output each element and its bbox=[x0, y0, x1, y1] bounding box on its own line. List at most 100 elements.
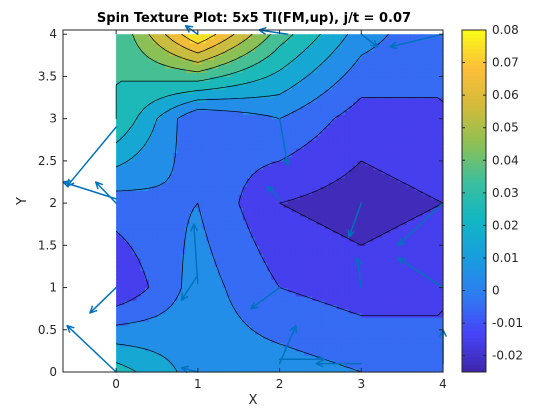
heatmap-cell bbox=[361, 363, 366, 369]
heatmap-cell bbox=[279, 334, 285, 339]
heatmap-cell bbox=[148, 76, 154, 82]
heatmap-cell bbox=[218, 135, 223, 141]
heatmap-cell bbox=[324, 42, 330, 48]
heatmap-cell bbox=[344, 160, 350, 166]
heatmap-cell bbox=[181, 329, 187, 335]
heatmap-cell bbox=[226, 198, 232, 204]
heatmap-cell bbox=[136, 304, 142, 310]
heatmap-cell bbox=[181, 114, 187, 120]
heatmap-cell bbox=[132, 76, 138, 82]
heatmap-cell bbox=[344, 346, 350, 352]
heatmap-cell bbox=[324, 245, 330, 251]
heatmap-cell bbox=[189, 46, 195, 52]
heatmap-cell bbox=[124, 38, 129, 44]
heatmap-cell bbox=[275, 106, 281, 111]
heatmap-cell bbox=[206, 114, 211, 120]
heatmap-cell bbox=[206, 253, 211, 259]
heatmap-cell bbox=[349, 59, 354, 65]
heatmap-cell bbox=[152, 152, 158, 158]
heatmap-cell bbox=[336, 236, 342, 242]
heatmap-cell bbox=[230, 169, 236, 175]
heatmap-cell bbox=[185, 355, 191, 360]
heatmap-cell bbox=[140, 308, 146, 314]
heatmap-cell bbox=[255, 63, 260, 69]
heatmap-cell bbox=[173, 76, 179, 82]
heatmap-cell bbox=[197, 84, 203, 90]
heatmap-cell bbox=[193, 355, 199, 360]
heatmap-cell bbox=[218, 177, 223, 183]
heatmap-cell bbox=[271, 334, 277, 339]
heatmap-cell bbox=[369, 367, 375, 373]
heatmap-cell bbox=[238, 118, 244, 124]
heatmap-cell bbox=[132, 165, 138, 170]
heatmap-cell bbox=[361, 245, 366, 251]
heatmap-cell bbox=[255, 80, 260, 86]
heatmap-cell bbox=[140, 97, 146, 103]
heatmap-cell bbox=[353, 114, 358, 120]
heatmap-cell bbox=[214, 215, 219, 221]
heatmap-cell bbox=[140, 262, 146, 268]
heatmap-cell bbox=[177, 122, 183, 128]
heatmap-cell bbox=[140, 34, 146, 40]
heatmap-cell bbox=[152, 160, 158, 166]
heatmap-cell bbox=[230, 194, 236, 200]
heatmap-cell bbox=[267, 304, 272, 310]
heatmap-cell bbox=[332, 106, 338, 111]
heatmap-cell bbox=[189, 139, 195, 145]
heatmap-cell bbox=[234, 350, 240, 356]
heatmap-cell bbox=[173, 93, 179, 99]
heatmap-cell bbox=[255, 160, 260, 166]
heatmap-cell bbox=[295, 342, 301, 348]
heatmap-cell bbox=[136, 312, 142, 318]
heatmap-cell bbox=[246, 253, 252, 259]
heatmap-cell bbox=[148, 346, 154, 352]
heatmap-cell bbox=[287, 287, 293, 293]
heatmap-cell bbox=[353, 55, 358, 61]
heatmap-cell bbox=[173, 296, 179, 301]
heatmap-cell bbox=[340, 236, 346, 242]
heatmap-cell bbox=[214, 169, 219, 175]
heatmap-cell bbox=[144, 110, 150, 116]
heatmap-cell bbox=[210, 101, 215, 107]
heatmap-cell bbox=[218, 148, 223, 154]
heatmap-cell bbox=[304, 321, 309, 327]
heatmap-cell bbox=[353, 350, 358, 356]
heatmap-cell bbox=[169, 367, 174, 373]
heatmap-cell bbox=[324, 144, 330, 149]
heatmap-cell bbox=[132, 325, 138, 331]
heatmap-cell bbox=[316, 42, 322, 48]
heatmap-cell bbox=[316, 84, 322, 90]
heatmap-cell bbox=[259, 194, 264, 200]
heatmap-cell bbox=[271, 262, 277, 268]
heatmap-cell bbox=[304, 334, 309, 339]
heatmap-cell bbox=[218, 266, 223, 272]
heatmap-cell bbox=[332, 283, 338, 289]
heatmap-cell bbox=[312, 296, 317, 301]
heatmap-cell bbox=[336, 139, 342, 145]
heatmap-cell bbox=[324, 296, 330, 301]
heatmap-cell bbox=[238, 270, 244, 276]
heatmap-cell bbox=[324, 359, 330, 365]
heatmap-cell bbox=[218, 165, 223, 170]
heatmap-cell bbox=[238, 139, 244, 145]
heatmap-cell bbox=[295, 279, 301, 284]
heatmap-cell bbox=[340, 97, 346, 103]
heatmap-cell bbox=[165, 207, 170, 213]
heatmap-cell bbox=[140, 241, 146, 246]
heatmap-cell bbox=[226, 266, 232, 272]
heatmap-cell bbox=[255, 144, 260, 149]
heatmap-cell bbox=[222, 266, 228, 272]
heatmap-cell bbox=[344, 106, 350, 111]
heatmap-cell bbox=[136, 308, 142, 314]
heatmap-cell bbox=[250, 317, 256, 322]
heatmap-cell bbox=[201, 51, 207, 56]
heatmap-cell bbox=[193, 304, 199, 310]
heatmap-cell bbox=[316, 55, 322, 61]
heatmap-cell bbox=[165, 106, 170, 111]
heatmap-cell bbox=[263, 55, 268, 61]
heatmap-cell bbox=[316, 296, 322, 301]
heatmap-cell bbox=[295, 156, 301, 162]
heatmap-cell bbox=[144, 101, 150, 107]
heatmap-cell bbox=[340, 139, 346, 145]
heatmap-cell bbox=[312, 139, 317, 145]
